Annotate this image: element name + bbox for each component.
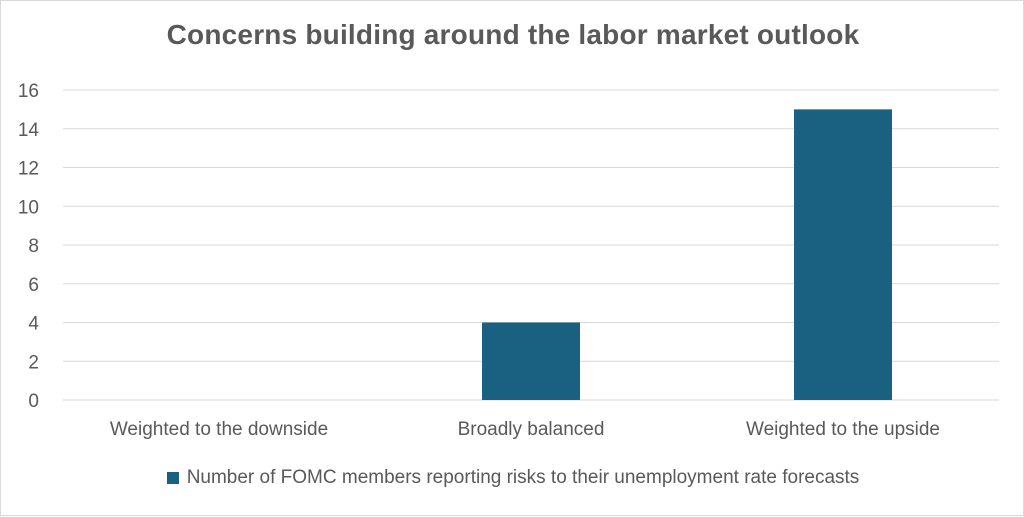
chart-title: Concerns building around the labor marke… bbox=[166, 19, 860, 50]
x-tick-label: Weighted to the downside bbox=[110, 419, 328, 440]
y-tick-label: 8 bbox=[28, 236, 39, 257]
bar bbox=[482, 322, 580, 400]
y-tick-label: 12 bbox=[18, 159, 39, 180]
x-axis-ticks: Weighted to the downside Broadly balanced… bbox=[110, 419, 940, 440]
y-tick-label: 16 bbox=[18, 81, 39, 102]
y-tick-label: 6 bbox=[28, 275, 39, 296]
y-tick-label: 10 bbox=[18, 197, 39, 218]
y-axis-ticks: 0 2 4 6 8 10 12 14 16 bbox=[18, 81, 40, 412]
legend-label: Number of FOMC members reporting risks t… bbox=[186, 467, 860, 488]
y-tick-label: 4 bbox=[28, 314, 39, 335]
y-tick-label: 14 bbox=[18, 120, 40, 141]
y-tick-label: 2 bbox=[28, 352, 39, 373]
legend-swatch bbox=[166, 472, 179, 484]
legend: Number of FOMC members reporting risks t… bbox=[1, 467, 1024, 489]
x-tick-label: Weighted to the upside bbox=[746, 419, 940, 440]
y-tick-label: 0 bbox=[28, 391, 39, 412]
bar bbox=[794, 109, 892, 400]
x-tick-label: Broadly balanced bbox=[458, 419, 605, 440]
bars bbox=[482, 109, 892, 400]
